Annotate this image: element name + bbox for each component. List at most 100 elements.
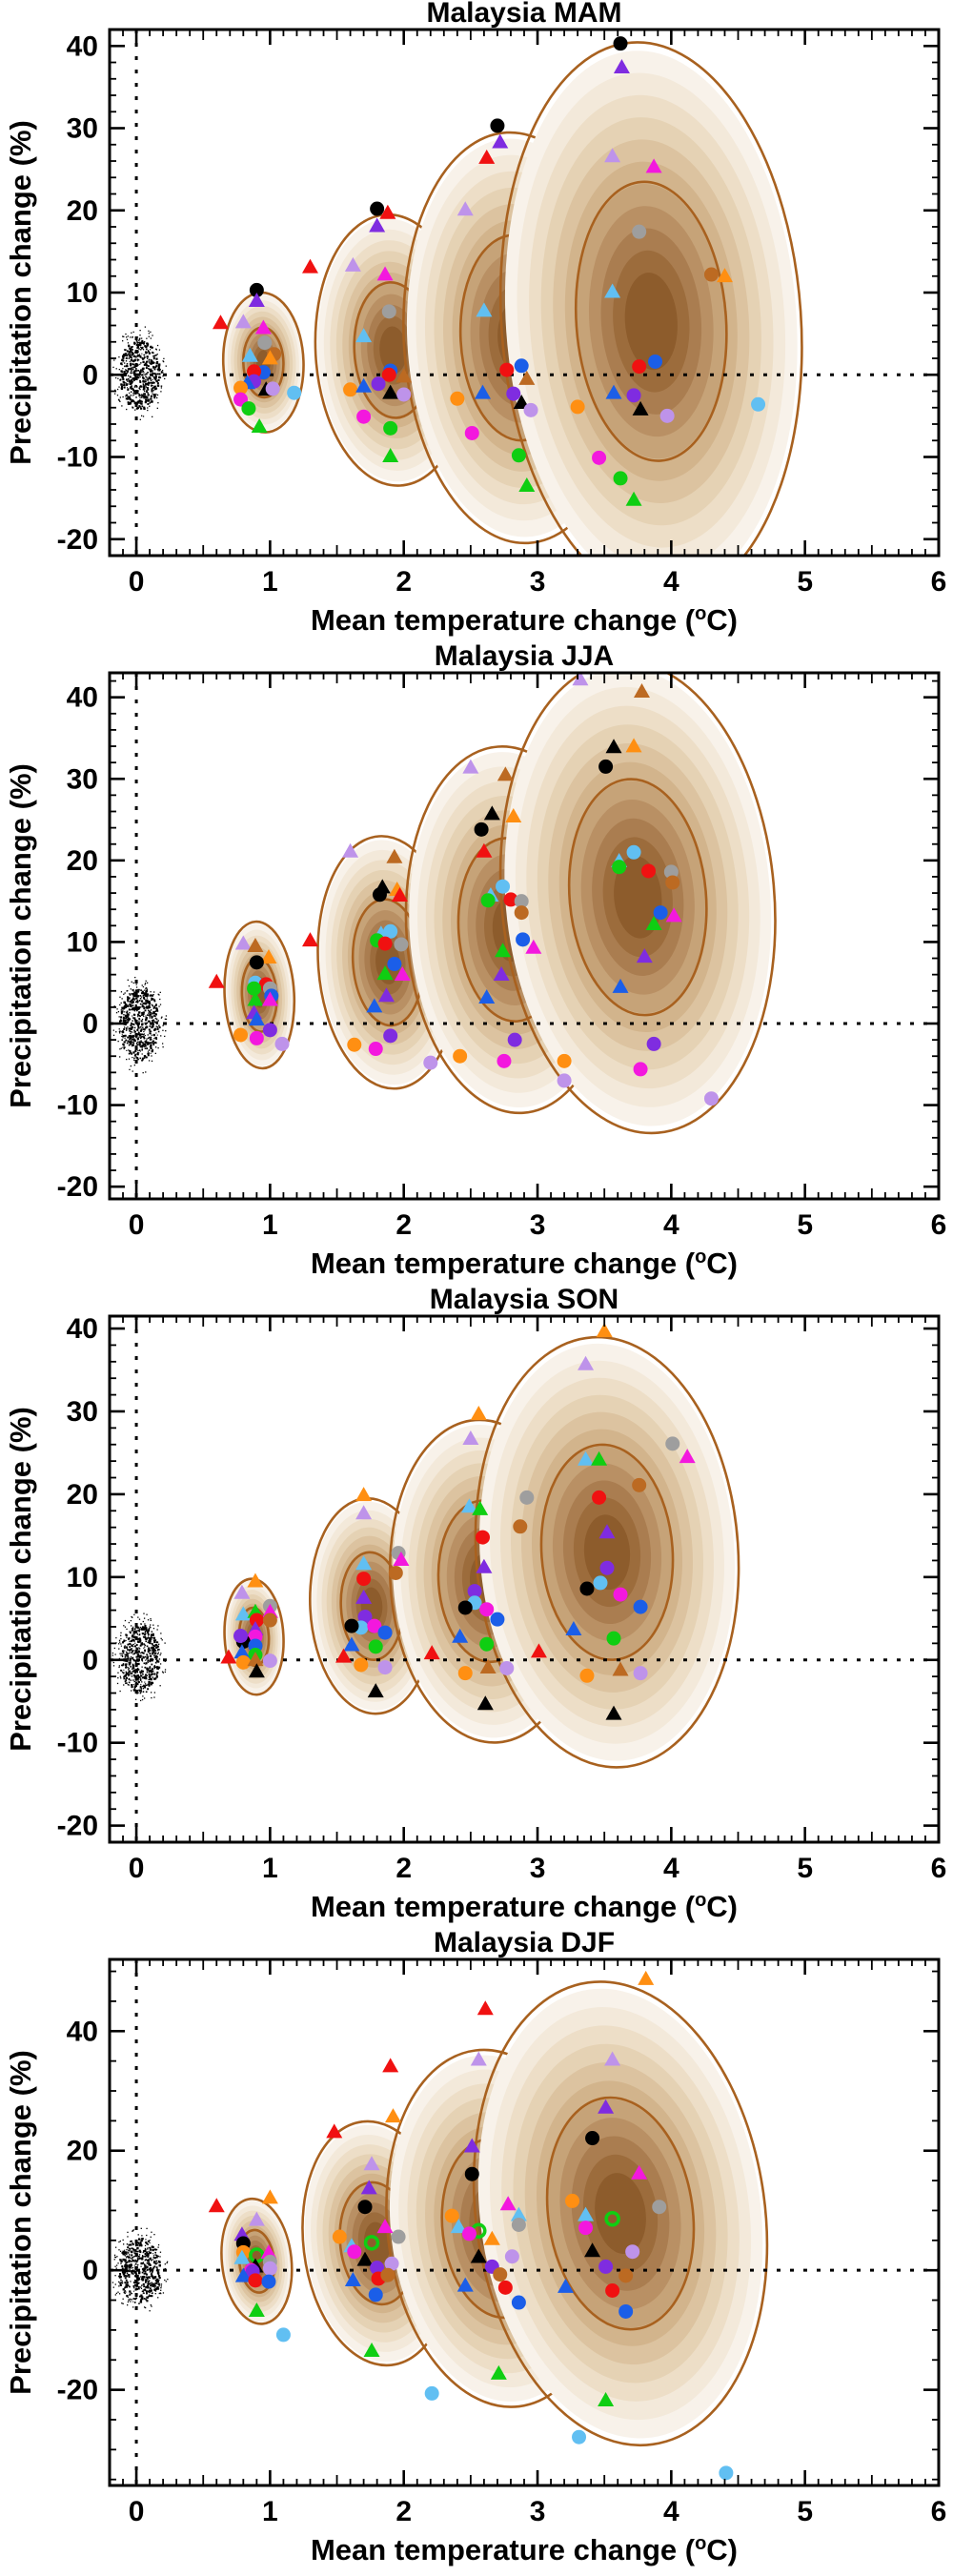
- model-marker: [470, 2248, 487, 2263]
- panel-malaysia-jja: Malaysia JJA 0 1 2 3 4 5 6 -20 -10 0 10 20 30 40 Mean …: [0, 643, 953, 1287]
- model-marker: [248, 2302, 265, 2317]
- model-marker: [599, 1560, 615, 1575]
- model-marker: [516, 932, 531, 947]
- model-marker: [357, 1610, 373, 1625]
- origin-observations-cluster: [112, 976, 168, 1074]
- model-marker: [480, 893, 496, 908]
- model-marker: [261, 350, 278, 365]
- model-marker: [356, 409, 372, 424]
- model-marker: [383, 1028, 398, 1044]
- x-tick-label: 1: [262, 1853, 278, 1884]
- model-marker: [372, 887, 387, 903]
- y-axis-label: Precipitation change (%): [4, 120, 37, 465]
- model-marker: [234, 1606, 252, 1621]
- model-marker: [233, 2249, 251, 2264]
- x-tick-label: 0: [129, 2496, 145, 2527]
- model-marker: [514, 358, 529, 374]
- model-marker: [367, 1618, 382, 1633]
- model-marker: [604, 2210, 620, 2227]
- model-marker: [606, 1631, 621, 1646]
- model-marker: [625, 2244, 640, 2260]
- model-marker: [249, 955, 264, 970]
- model-marker: [613, 471, 628, 486]
- x-tick-label: 5: [797, 566, 813, 598]
- model-marker: [612, 860, 627, 875]
- model-marker: [261, 2274, 276, 2289]
- y-tick-label: -20: [57, 1811, 98, 1842]
- model-marker: [470, 1405, 487, 1420]
- x-axis-label: Mean temperature change (oC): [311, 603, 738, 637]
- model-marker: [444, 2208, 459, 2223]
- model-marker: [633, 1062, 648, 1077]
- model-marker: [483, 2230, 500, 2245]
- model-marker: [381, 304, 396, 319]
- model-marker: [344, 256, 361, 272]
- plot-area: [110, 30, 939, 556]
- x-tick-label: 6: [931, 1209, 947, 1241]
- model-marker: [751, 396, 766, 412]
- model-marker: [262, 2261, 277, 2276]
- y-tick-label: 40: [67, 2016, 98, 2047]
- x-tick-label: 3: [530, 1853, 546, 1884]
- model-marker: [511, 2218, 526, 2233]
- model-marker: [612, 1661, 629, 1676]
- model-marker: [262, 1653, 277, 1669]
- model-marker: [665, 875, 680, 890]
- model-marker: [518, 477, 536, 493]
- model-marker: [499, 1660, 515, 1675]
- model-marker: [507, 1032, 522, 1047]
- model-marker: [287, 385, 302, 400]
- panel-malaysia-djf: Malaysia DJF 0 1 2 3 4 5 6 -20 0 20 40 Mean tempera…: [0, 1930, 953, 2573]
- model-scatter-points: [212, 36, 766, 506]
- model-marker: [511, 2295, 526, 2310]
- model-marker: [260, 949, 277, 964]
- model-marker: [377, 936, 393, 951]
- model-marker: [462, 1430, 479, 1446]
- model-marker: [499, 362, 515, 377]
- model-marker: [347, 2244, 362, 2260]
- model-marker: [495, 943, 512, 958]
- model-marker: [393, 1551, 410, 1566]
- model-marker: [423, 1055, 438, 1070]
- plot-area: [110, 673, 939, 1199]
- model-marker: [579, 1668, 595, 1683]
- model-marker: [479, 1636, 495, 1652]
- model-marker: [505, 807, 522, 822]
- y-tick-label: 10: [67, 277, 98, 309]
- model-marker: [557, 1073, 572, 1088]
- model-marker: [596, 1323, 613, 1338]
- model-marker: [260, 2244, 277, 2260]
- model-marker: [514, 894, 529, 909]
- model-marker: [490, 118, 505, 133]
- model-marker: [379, 204, 396, 219]
- model-marker: [234, 314, 252, 329]
- model-marker: [382, 448, 399, 462]
- model-marker: [598, 1524, 616, 1539]
- model-marker: [247, 938, 264, 953]
- model-marker: [462, 759, 479, 774]
- tick-labels: 0 1 2 3 4 5 6 -20 0 20 40: [57, 2016, 947, 2527]
- model-marker: [716, 268, 733, 283]
- panel-title-mam: Malaysia MAM: [426, 0, 622, 29]
- model-marker: [274, 1036, 290, 1051]
- model-marker: [519, 1490, 535, 1505]
- x-tick-label: 6: [931, 566, 947, 598]
- scatter-plot-son: 0 1 2 3 4 5 6 -20 -10 0 10 20 30 40 Mean temperature c…: [4, 1313, 946, 1923]
- model-marker: [367, 1683, 384, 1698]
- model-marker: [510, 2206, 527, 2221]
- model-marker: [514, 905, 529, 921]
- y-axis-label: Precipitation change (%): [4, 763, 37, 1108]
- model-marker: [343, 1636, 360, 1652]
- model-marker: [618, 2268, 634, 2283]
- model-marker: [719, 2465, 734, 2481]
- model-marker: [262, 1613, 277, 1628]
- model-marker: [249, 282, 264, 297]
- x-tick-label: 4: [663, 566, 679, 598]
- model-marker: [476, 2000, 494, 2016]
- model-marker: [248, 292, 265, 307]
- y-tick-label: 0: [82, 2255, 98, 2286]
- model-scatter-points: [208, 673, 719, 1106]
- model-marker: [632, 400, 649, 416]
- model-marker: [386, 848, 403, 863]
- model-marker: [591, 1450, 608, 1466]
